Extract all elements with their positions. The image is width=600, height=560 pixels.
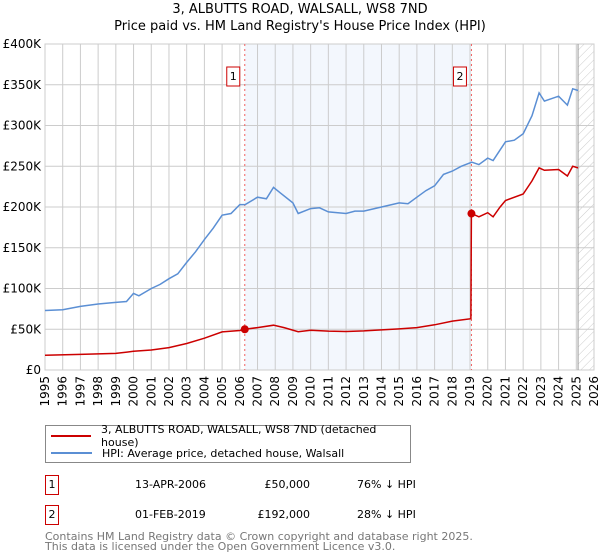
x-tick-label: 2001 bbox=[144, 376, 158, 407]
sale-point bbox=[467, 209, 476, 218]
y-tick-label: £350K bbox=[3, 78, 43, 92]
transaction-row: 1 13-APR-2006 £50,000 76% ↓ HPI bbox=[45, 475, 445, 495]
x-tick-label: 2025 bbox=[569, 376, 583, 407]
property-price-line bbox=[44, 165, 579, 357]
legend-label: HPI: Average price, detached house, Wals… bbox=[102, 446, 345, 460]
x-tick-label: 1996 bbox=[56, 376, 70, 407]
x-tick-label: 2020 bbox=[481, 376, 495, 407]
y-tick-label: £200K bbox=[3, 200, 43, 214]
y-tick-label: £100K bbox=[3, 282, 43, 296]
x-tick-label: 2019 bbox=[463, 376, 477, 407]
x-tick-label: 2022 bbox=[516, 376, 530, 407]
sale-label: 2 bbox=[456, 70, 463, 83]
x-tick-label: 2012 bbox=[339, 376, 353, 407]
legend: 3, ALBUTTS ROAD, WALSALL, WS8 7ND (detac… bbox=[45, 423, 411, 463]
x-tick-label: 1999 bbox=[109, 376, 123, 407]
x-tick-label: 2004 bbox=[197, 376, 211, 407]
plot-frame bbox=[44, 43, 595, 371]
legend-swatch-blue bbox=[51, 452, 92, 454]
footer-licence: This data is licensed under the Open Gov… bbox=[45, 540, 396, 553]
transaction-price: £50,000 bbox=[264, 478, 311, 491]
legend-item-hpi: HPI: Average price, detached house, Wals… bbox=[46, 445, 344, 461]
x-tick-label: 2008 bbox=[268, 376, 282, 407]
hpi-line bbox=[44, 87, 579, 312]
x-tick-label: 2023 bbox=[534, 376, 548, 407]
sale-label-box bbox=[452, 66, 467, 87]
legend-label: 3, ALBUTTS ROAD, WALSALL, WS8 7ND (detac… bbox=[101, 423, 377, 449]
x-tick-label: 1997 bbox=[73, 376, 87, 407]
x-tick-label: 2006 bbox=[233, 376, 247, 407]
legend-swatch-red bbox=[51, 435, 92, 437]
y-tick-label: £400K bbox=[3, 37, 43, 51]
y-tick-label: £150K bbox=[3, 241, 43, 255]
y-tick-label: £300K bbox=[3, 119, 43, 133]
chart-subtitle: Price paid vs. HM Land Registry's House … bbox=[114, 19, 486, 34]
x-tick-label: 2014 bbox=[374, 376, 388, 407]
x-tick-label: 2018 bbox=[445, 376, 459, 407]
transaction-hpi: 28% ↓ HPI bbox=[357, 508, 416, 521]
x-tick-label: 2007 bbox=[251, 376, 265, 407]
x-tick-label: 1998 bbox=[91, 376, 105, 407]
x-tick-label: 2010 bbox=[304, 376, 318, 407]
transaction-row: 2 01-FEB-2019 £192,000 28% ↓ HPI bbox=[45, 505, 445, 525]
x-tick-label: 1995 bbox=[38, 376, 52, 407]
x-tick-label: 2015 bbox=[392, 376, 406, 407]
transaction-marker: 1 bbox=[45, 475, 59, 495]
y-tick-label: £250K bbox=[3, 159, 43, 173]
footer-copyright: Contains HM Land Registry data © Crown c… bbox=[45, 530, 473, 543]
chart-title: 3, ALBUTTS ROAD, WALSALL, WS8 7ND bbox=[172, 2, 428, 17]
sale-point bbox=[240, 325, 249, 334]
x-tick-label: 2002 bbox=[162, 376, 176, 407]
x-tick-label: 2011 bbox=[321, 376, 335, 407]
transaction-date: 01-FEB-2019 bbox=[135, 508, 206, 521]
y-tick-label: £0 bbox=[26, 363, 41, 377]
x-tick-label: 2026 bbox=[587, 376, 600, 407]
x-tick-label: 2000 bbox=[127, 376, 141, 407]
x-tick-label: 2021 bbox=[498, 376, 512, 407]
sale-label: 1 bbox=[230, 70, 237, 83]
sale-label-box bbox=[226, 66, 241, 87]
transaction-hpi: 76% ↓ HPI bbox=[357, 478, 416, 491]
x-tick-label: 2024 bbox=[552, 376, 566, 407]
x-tick-label: 2013 bbox=[357, 376, 371, 407]
transaction-marker: 2 bbox=[45, 505, 59, 525]
x-tick-label: 2016 bbox=[410, 376, 424, 407]
x-tick-label: 2017 bbox=[428, 376, 442, 407]
y-tick-label: £50K bbox=[10, 322, 42, 336]
x-tick-label: 2009 bbox=[286, 376, 300, 407]
price-chart: £0 £50K £100K £150K £200K £250K £300K £350K £400… bbox=[3, 37, 600, 407]
x-tick-label: 2003 bbox=[180, 376, 194, 407]
x-tick-label: 2005 bbox=[215, 376, 229, 407]
transaction-price: £192,000 bbox=[257, 508, 311, 521]
transaction-date: 13-APR-2006 bbox=[135, 478, 207, 491]
legend-item-property: 3, ALBUTTS ROAD, WALSALL, WS8 7ND (detac… bbox=[46, 423, 410, 449]
